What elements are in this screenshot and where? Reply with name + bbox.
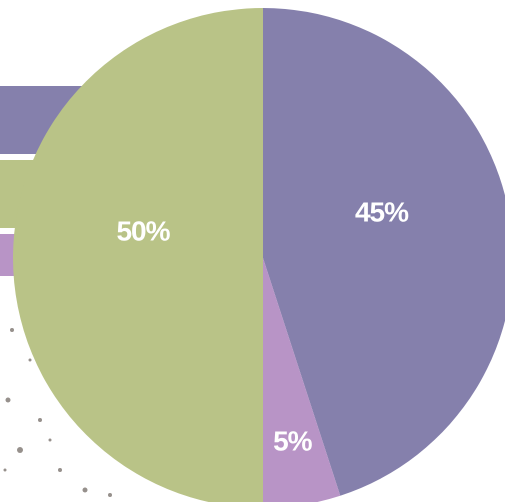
speckles [3, 328, 112, 497]
pie-slice [263, 258, 341, 502]
pie-slice [13, 8, 263, 502]
pie: 45% 5% 50% [13, 8, 505, 502]
data-label: 45% [355, 197, 409, 228]
data-label: 5% [273, 426, 313, 457]
data-label: 50% [116, 215, 170, 246]
pie-slice [263, 8, 505, 496]
